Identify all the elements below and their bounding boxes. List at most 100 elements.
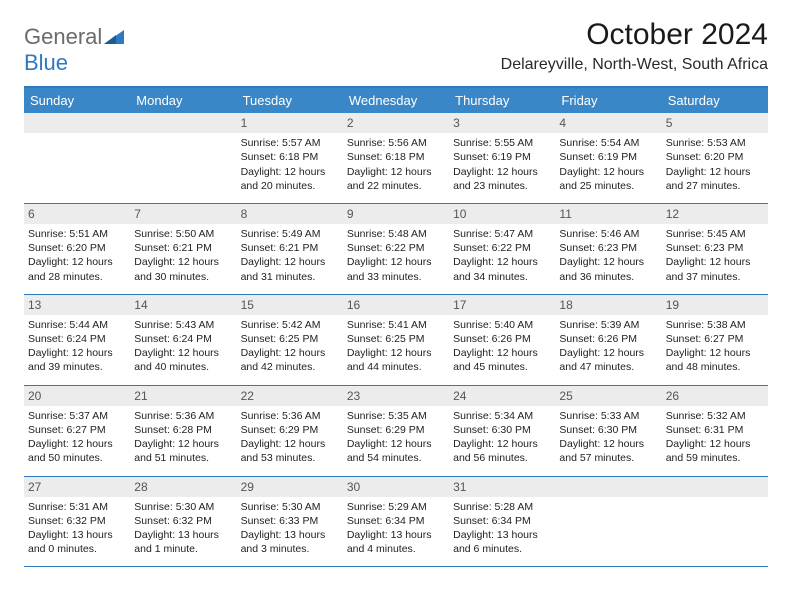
weekday-header: Tuesday: [237, 88, 343, 113]
day-details: Sunrise: 5:51 AMSunset: 6:20 PMDaylight:…: [28, 227, 126, 284]
day-details: Sunrise: 5:36 AMSunset: 6:29 PMDaylight:…: [241, 409, 339, 466]
day-details: Sunrise: 5:33 AMSunset: 6:30 PMDaylight:…: [559, 409, 657, 466]
day-number-empty: [24, 113, 130, 133]
weekday-header: Wednesday: [343, 88, 449, 113]
calendar-cell: 13Sunrise: 5:44 AMSunset: 6:24 PMDayligh…: [24, 294, 130, 385]
day-details: Sunrise: 5:34 AMSunset: 6:30 PMDaylight:…: [453, 409, 551, 466]
calendar-cell: [555, 476, 661, 567]
day-details: Sunrise: 5:44 AMSunset: 6:24 PMDaylight:…: [28, 318, 126, 375]
day-number: 20: [24, 386, 130, 406]
calendar-week-row: 13Sunrise: 5:44 AMSunset: 6:24 PMDayligh…: [24, 294, 768, 385]
calendar-cell: 21Sunrise: 5:36 AMSunset: 6:28 PMDayligh…: [130, 385, 236, 476]
day-details: Sunrise: 5:55 AMSunset: 6:19 PMDaylight:…: [453, 136, 551, 193]
calendar-cell: 25 Sunrise: 5:33 AMSunset: 6:30 PMDayligh…: [555, 385, 661, 476]
day-details: Sunrise: 5:36 AMSunset: 6:28 PMDaylight:…: [134, 409, 232, 466]
day-number: 4: [555, 113, 661, 133]
calendar-cell: 5Sunrise: 5:53 AMSunset: 6:20 PMDaylight…: [662, 113, 768, 203]
logo-triangle-icon: [104, 24, 124, 50]
day-number: 5: [662, 113, 768, 133]
day-number: 15: [237, 295, 343, 315]
day-details: Sunrise: 5:41 AMSunset: 6:25 PMDaylight:…: [347, 318, 445, 375]
logo-word-gray: General: [24, 24, 102, 49]
day-number: 24: [449, 386, 555, 406]
day-details: Sunrise: 5:57 AMSunset: 6:18 PMDaylight:…: [241, 136, 339, 193]
calendar-cell: 3 Sunrise: 5:55 AMSunset: 6:19 PMDaylight…: [449, 113, 555, 203]
day-details: Sunrise: 5:30 AMSunset: 6:32 PMDaylight:…: [134, 500, 232, 557]
day-number: 8: [237, 204, 343, 224]
title-block: October 2024 Delareyville, North-West, S…: [501, 18, 768, 74]
day-details: Sunrise: 5:42 AMSunset: 6:25 PMDaylight:…: [241, 318, 339, 375]
day-number: 16: [343, 295, 449, 315]
calendar-cell: 10 Sunrise: 5:47 AMSunset: 6:22 PMDayligh…: [449, 203, 555, 294]
calendar-cell: [662, 476, 768, 567]
calendar-cell: 14Sunrise: 5:43 AMSunset: 6:24 PMDayligh…: [130, 294, 236, 385]
calendar-cell: 20Sunrise: 5:37 AMSunset: 6:27 PMDayligh…: [24, 385, 130, 476]
calendar-cell: 16 Sunrise: 5:41 AMSunset: 6:25 PMDayligh…: [343, 294, 449, 385]
day-details: Sunrise: 5:48 AMSunset: 6:22 PMDaylight:…: [347, 227, 445, 284]
day-details: Sunrise: 5:29 AMSunset: 6:34 PMDaylight:…: [347, 500, 445, 557]
day-number: 22: [237, 386, 343, 406]
calendar-cell: 29 Sunrise: 5:30 AMSunset: 6:33 PMDayligh…: [237, 476, 343, 567]
day-number: 14: [130, 295, 236, 315]
calendar-cell: 4 Sunrise: 5:54 AMSunset: 6:19 PMDaylight…: [555, 113, 661, 203]
calendar-cell: 7Sunrise: 5:50 AMSunset: 6:21 PMDaylight…: [130, 203, 236, 294]
day-details: Sunrise: 5:39 AMSunset: 6:26 PMDaylight:…: [559, 318, 657, 375]
day-details: Sunrise: 5:47 AMSunset: 6:22 PMDaylight:…: [453, 227, 551, 284]
day-number: 26: [662, 386, 768, 406]
calendar-week-row: 1 Sunrise: 5:57 AMSunset: 6:18 PMDaylight…: [24, 113, 768, 203]
day-details: Sunrise: 5:31 AMSunset: 6:32 PMDaylight:…: [28, 500, 126, 557]
calendar-week-row: 6 Sunrise: 5:51 AMSunset: 6:20 PMDaylight…: [24, 203, 768, 294]
day-number: 9: [343, 204, 449, 224]
day-number: 11: [555, 204, 661, 224]
weekday-header: Monday: [130, 88, 236, 113]
day-number: 3: [449, 113, 555, 133]
calendar-cell: 6 Sunrise: 5:51 AMSunset: 6:20 PMDaylight…: [24, 203, 130, 294]
calendar-head: SundayMondayTuesdayWednesdayThursdayFrid…: [24, 88, 768, 113]
calendar-cell: 18 Sunrise: 5:39 AMSunset: 6:26 PMDayligh…: [555, 294, 661, 385]
location-text: Delareyville, North-West, South Africa: [501, 56, 768, 74]
day-number: 27: [24, 477, 130, 497]
day-number: 25: [555, 386, 661, 406]
logo: General Blue: [24, 18, 124, 76]
day-number: 19: [662, 295, 768, 315]
day-details: Sunrise: 5:38 AMSunset: 6:27 PMDaylight:…: [666, 318, 764, 375]
calendar-cell: [24, 113, 130, 203]
calendar-cell: 28 Sunrise: 5:30 AMSunset: 6:32 PMDayligh…: [130, 476, 236, 567]
calendar-cell: 27 Sunrise: 5:31 AMSunset: 6:32 PMDayligh…: [24, 476, 130, 567]
calendar-cell: 22 Sunrise: 5:36 AMSunset: 6:29 PMDayligh…: [237, 385, 343, 476]
calendar-cell: 23 Sunrise: 5:35 AMSunset: 6:29 PMDayligh…: [343, 385, 449, 476]
day-details: Sunrise: 5:45 AMSunset: 6:23 PMDaylight:…: [666, 227, 764, 284]
day-number: 23: [343, 386, 449, 406]
day-details: Sunrise: 5:32 AMSunset: 6:31 PMDaylight:…: [666, 409, 764, 466]
day-number: 18: [555, 295, 661, 315]
calendar-body: 1 Sunrise: 5:57 AMSunset: 6:18 PMDaylight…: [24, 113, 768, 567]
page-title: October 2024: [501, 18, 768, 52]
weekday-row: SundayMondayTuesdayWednesdayThursdayFrid…: [24, 88, 768, 113]
calendar-week-row: 20Sunrise: 5:37 AMSunset: 6:27 PMDayligh…: [24, 385, 768, 476]
day-number-empty: [130, 113, 236, 133]
day-details: Sunrise: 5:30 AMSunset: 6:33 PMDaylight:…: [241, 500, 339, 557]
day-details: Sunrise: 5:56 AMSunset: 6:18 PMDaylight:…: [347, 136, 445, 193]
weekday-header: Saturday: [662, 88, 768, 113]
day-number: 1: [237, 113, 343, 133]
day-details: Sunrise: 5:50 AMSunset: 6:21 PMDaylight:…: [134, 227, 232, 284]
calendar-table: SundayMondayTuesdayWednesdayThursdayFrid…: [24, 88, 768, 567]
day-number: 10: [449, 204, 555, 224]
calendar-cell: 19 Sunrise: 5:38 AMSunset: 6:27 PMDayligh…: [662, 294, 768, 385]
day-details: Sunrise: 5:35 AMSunset: 6:29 PMDaylight:…: [347, 409, 445, 466]
calendar-cell: 8 Sunrise: 5:49 AMSunset: 6:21 PMDaylight…: [237, 203, 343, 294]
day-number-empty: [662, 477, 768, 497]
header: General Blue October 2024 Delareyville, …: [24, 18, 768, 76]
calendar-cell: 24 Sunrise: 5:34 AMSunset: 6:30 PMDayligh…: [449, 385, 555, 476]
day-details: Sunrise: 5:49 AMSunset: 6:21 PMDaylight:…: [241, 227, 339, 284]
day-number: 29: [237, 477, 343, 497]
day-details: Sunrise: 5:28 AMSunset: 6:34 PMDaylight:…: [453, 500, 551, 557]
weekday-header: Sunday: [24, 88, 130, 113]
day-number: 6: [24, 204, 130, 224]
calendar-cell: 1 Sunrise: 5:57 AMSunset: 6:18 PMDaylight…: [237, 113, 343, 203]
weekday-header: Friday: [555, 88, 661, 113]
day-number: 30: [343, 477, 449, 497]
day-number: 28: [130, 477, 236, 497]
day-details: Sunrise: 5:54 AMSunset: 6:19 PMDaylight:…: [559, 136, 657, 193]
calendar-cell: 11Sunrise: 5:46 AMSunset: 6:23 PMDayligh…: [555, 203, 661, 294]
